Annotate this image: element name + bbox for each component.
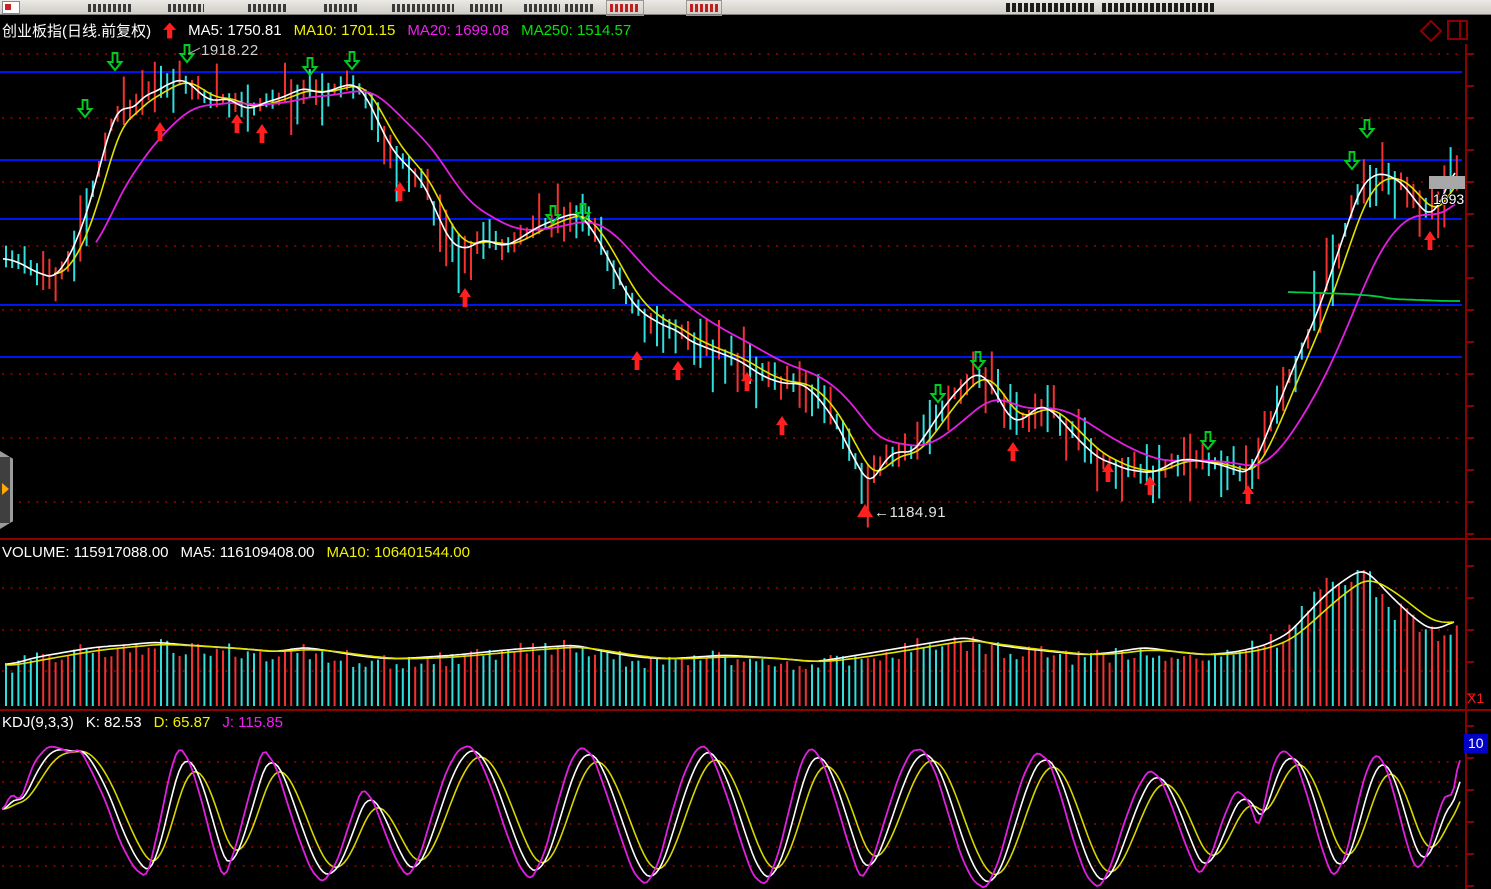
app-icon[interactable] [2,1,20,14]
menu-item-fragment[interactable] [392,4,454,12]
ma20-value: MA20: 1699.08 [407,22,510,39]
ma10-value: MA10: 1701.15 [293,22,396,39]
menu-item-fragment[interactable] [606,0,644,16]
diamond-icon[interactable] [1419,19,1443,47]
volume-value: VOLUME: 115917088.00 [2,544,169,561]
kdj-k-value: K: 82.53 [85,714,142,731]
menu-item-fragment[interactable] [524,4,560,12]
kdj-legend: KDJ(9,3,3) K: 82.53 D: 65.87 J: 115.85 [2,713,283,732]
high-annotation: 1918.22 [201,42,259,59]
menu-item-fragment[interactable] [248,4,288,12]
menu-item-fragment[interactable] [686,0,722,16]
kdj-j-value: J: 115.85 [222,714,283,731]
volume-ma10-value: MA10: 106401544.00 [326,544,470,561]
ma250-value: MA250: 1514.57 [521,22,632,39]
menu-item-fragment[interactable] [1006,3,1094,12]
menu-item-fragment[interactable] [88,4,132,12]
up-arrow-icon [163,22,177,39]
menu-item-fragment[interactable] [470,4,502,12]
menu-item-fragment[interactable] [565,4,595,12]
kdj-title: KDJ(9,3,3) [2,714,74,731]
ma5-value: MA5: 1750.81 [188,22,282,39]
menu-item-fragment[interactable] [168,4,204,12]
last-price-label: 1693 [1433,191,1465,207]
top-menu-bar [0,0,1491,16]
expand-arrow-icon [2,483,9,495]
low-value: 1184.91 [889,504,947,521]
volume-ma5-value: MA5: 116109408.00 [180,544,315,561]
volume-multiplier-label: X1 [1467,690,1485,706]
window-restore-icon[interactable] [1446,18,1470,47]
low-annotation: ←1184.91 [874,504,946,521]
menu-item-fragment[interactable] [1102,3,1214,12]
volume-legend: VOLUME: 115917088.00 MA5: 116109408.00 M… [2,543,470,562]
left-arrow-glyph: ← [874,504,890,521]
instrument-title: 创业板指(日线.前复权) [2,23,152,40]
menu-item-fragment[interactable] [324,4,358,12]
kdj-d-value: D: 65.87 [153,714,211,731]
kdj-scale-label: 10 [1464,734,1488,753]
sidebar-collapse-handle[interactable] [0,451,13,529]
main-chart-legend: 创业板指(日线.前复权) MA5: 1750.81 MA10: 1701.15 … [2,21,631,40]
